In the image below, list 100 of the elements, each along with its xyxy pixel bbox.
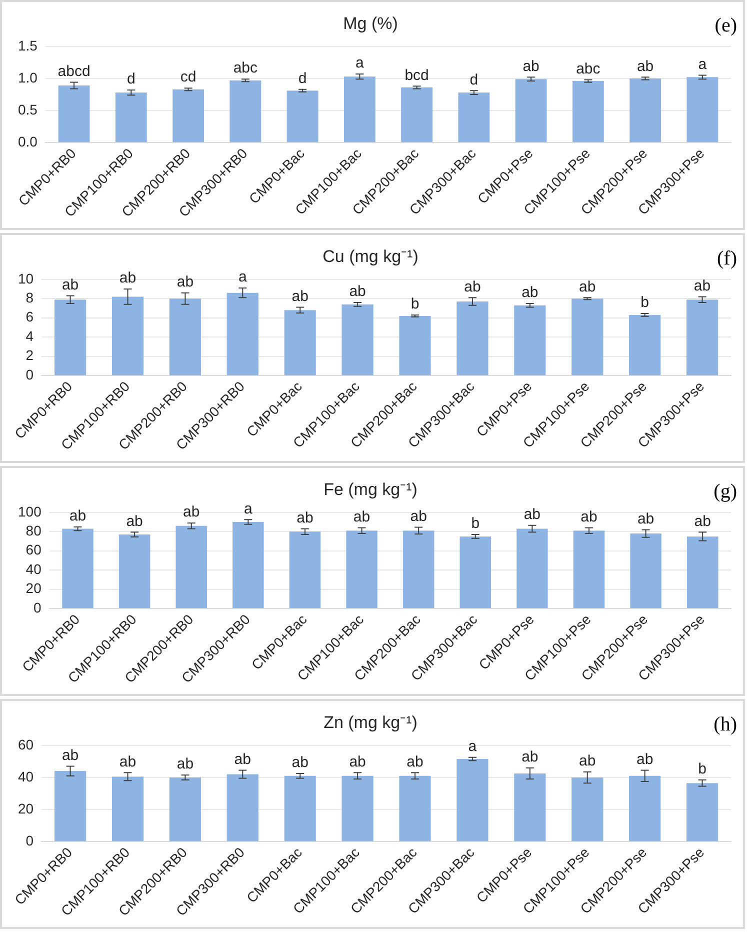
annotation: abc — [576, 60, 601, 78]
bar — [118, 534, 150, 608]
bar — [515, 79, 547, 142]
bar — [342, 304, 374, 376]
bar — [572, 777, 604, 842]
bar — [62, 528, 94, 608]
bar — [686, 300, 718, 376]
annotation: ab — [636, 750, 654, 768]
y-tick-label: 20 — [18, 800, 34, 816]
y-tick-label: 60 — [26, 542, 42, 558]
y-tick-label: 0.5 — [18, 101, 38, 118]
y-tick-label: 40 — [26, 560, 42, 577]
annotation: ab — [637, 510, 654, 528]
bar — [514, 305, 546, 376]
annotation: ab — [694, 512, 711, 530]
bar — [232, 522, 264, 608]
bar — [169, 777, 202, 842]
bar — [629, 314, 661, 376]
annotation: d — [298, 70, 307, 87]
bar — [456, 302, 488, 376]
bar — [629, 776, 661, 842]
annotation: ab — [126, 512, 143, 530]
annotation: a — [698, 56, 708, 73]
y-tick-label: 60 — [18, 736, 34, 752]
y-tick-label: 8 — [26, 289, 34, 306]
bar — [572, 298, 604, 376]
annotation: ab — [183, 504, 200, 521]
y-tick-label: 1.0 — [18, 69, 38, 86]
annotation: ab — [464, 278, 481, 296]
annotation: ab — [522, 748, 538, 766]
y-tick-label: 100 — [18, 503, 42, 520]
bar — [176, 526, 207, 608]
bar — [112, 296, 144, 376]
y-tick-label: 0.0 — [18, 133, 38, 150]
bar — [342, 776, 374, 842]
annotation: d — [470, 71, 478, 88]
annotation: ab — [69, 507, 86, 524]
bar — [346, 530, 378, 608]
bar — [226, 292, 258, 376]
annotation: ab — [296, 509, 314, 526]
annotation: b — [698, 760, 706, 778]
annotation: ab — [694, 277, 711, 294]
y-tick-label: 80 — [26, 522, 42, 538]
bar — [456, 759, 488, 842]
annotation: ab — [176, 274, 194, 291]
bar — [230, 80, 262, 142]
bar — [630, 78, 662, 142]
annotation: a — [468, 738, 478, 756]
y-tick-label: 0 — [26, 366, 34, 382]
annotation: ab — [292, 288, 308, 305]
annotation: b — [640, 294, 649, 312]
y-tick-label: 40 — [18, 768, 34, 784]
bar — [401, 87, 433, 142]
bar — [169, 298, 202, 376]
bar — [286, 90, 318, 142]
annotation: abcd — [58, 62, 90, 80]
bar — [284, 310, 316, 376]
annotation: ab — [119, 270, 136, 287]
annotation: ab — [62, 276, 79, 294]
annotation: a — [244, 500, 253, 518]
bar — [572, 81, 604, 142]
annotation: ab — [522, 284, 538, 302]
bar — [226, 774, 258, 842]
annotation: b — [471, 515, 480, 532]
bar — [573, 530, 605, 608]
annotation: ab — [636, 58, 654, 75]
bar — [172, 89, 204, 142]
annotation: ab — [353, 508, 370, 526]
y-tick-label: 20 — [26, 580, 42, 596]
bar — [58, 86, 90, 142]
bar — [54, 300, 86, 376]
bar — [284, 776, 316, 842]
annotation: ab — [406, 753, 424, 770]
bar — [458, 92, 490, 142]
annotation: abc — [233, 60, 258, 77]
bar — [399, 316, 431, 376]
text: (h) — [714, 713, 737, 736]
annotation: ab — [292, 754, 308, 772]
bar — [514, 773, 546, 842]
bar — [460, 536, 492, 608]
annotation: ab — [524, 506, 541, 524]
annotation: ab — [349, 753, 366, 770]
bar — [630, 534, 662, 608]
y-tick-label: 6 — [26, 308, 34, 325]
text: (f) — [717, 247, 737, 270]
annotation: ab — [579, 278, 596, 296]
annotation: ab — [234, 750, 251, 768]
chart-title: Cu (mg kg⁻¹) — [322, 246, 418, 266]
annotation: a — [238, 268, 248, 286]
bar — [686, 77, 718, 142]
annotation: ab — [579, 752, 596, 770]
chart-title: Zn (mg kg⁻¹) — [324, 712, 418, 732]
bar — [112, 776, 144, 842]
bar — [54, 771, 86, 842]
bar — [402, 530, 434, 608]
y-tick-label: 2 — [26, 347, 34, 364]
y-tick-label: 0 — [34, 599, 42, 616]
annotation: bcd — [404, 66, 429, 84]
bar — [516, 528, 548, 608]
bar — [686, 783, 718, 842]
